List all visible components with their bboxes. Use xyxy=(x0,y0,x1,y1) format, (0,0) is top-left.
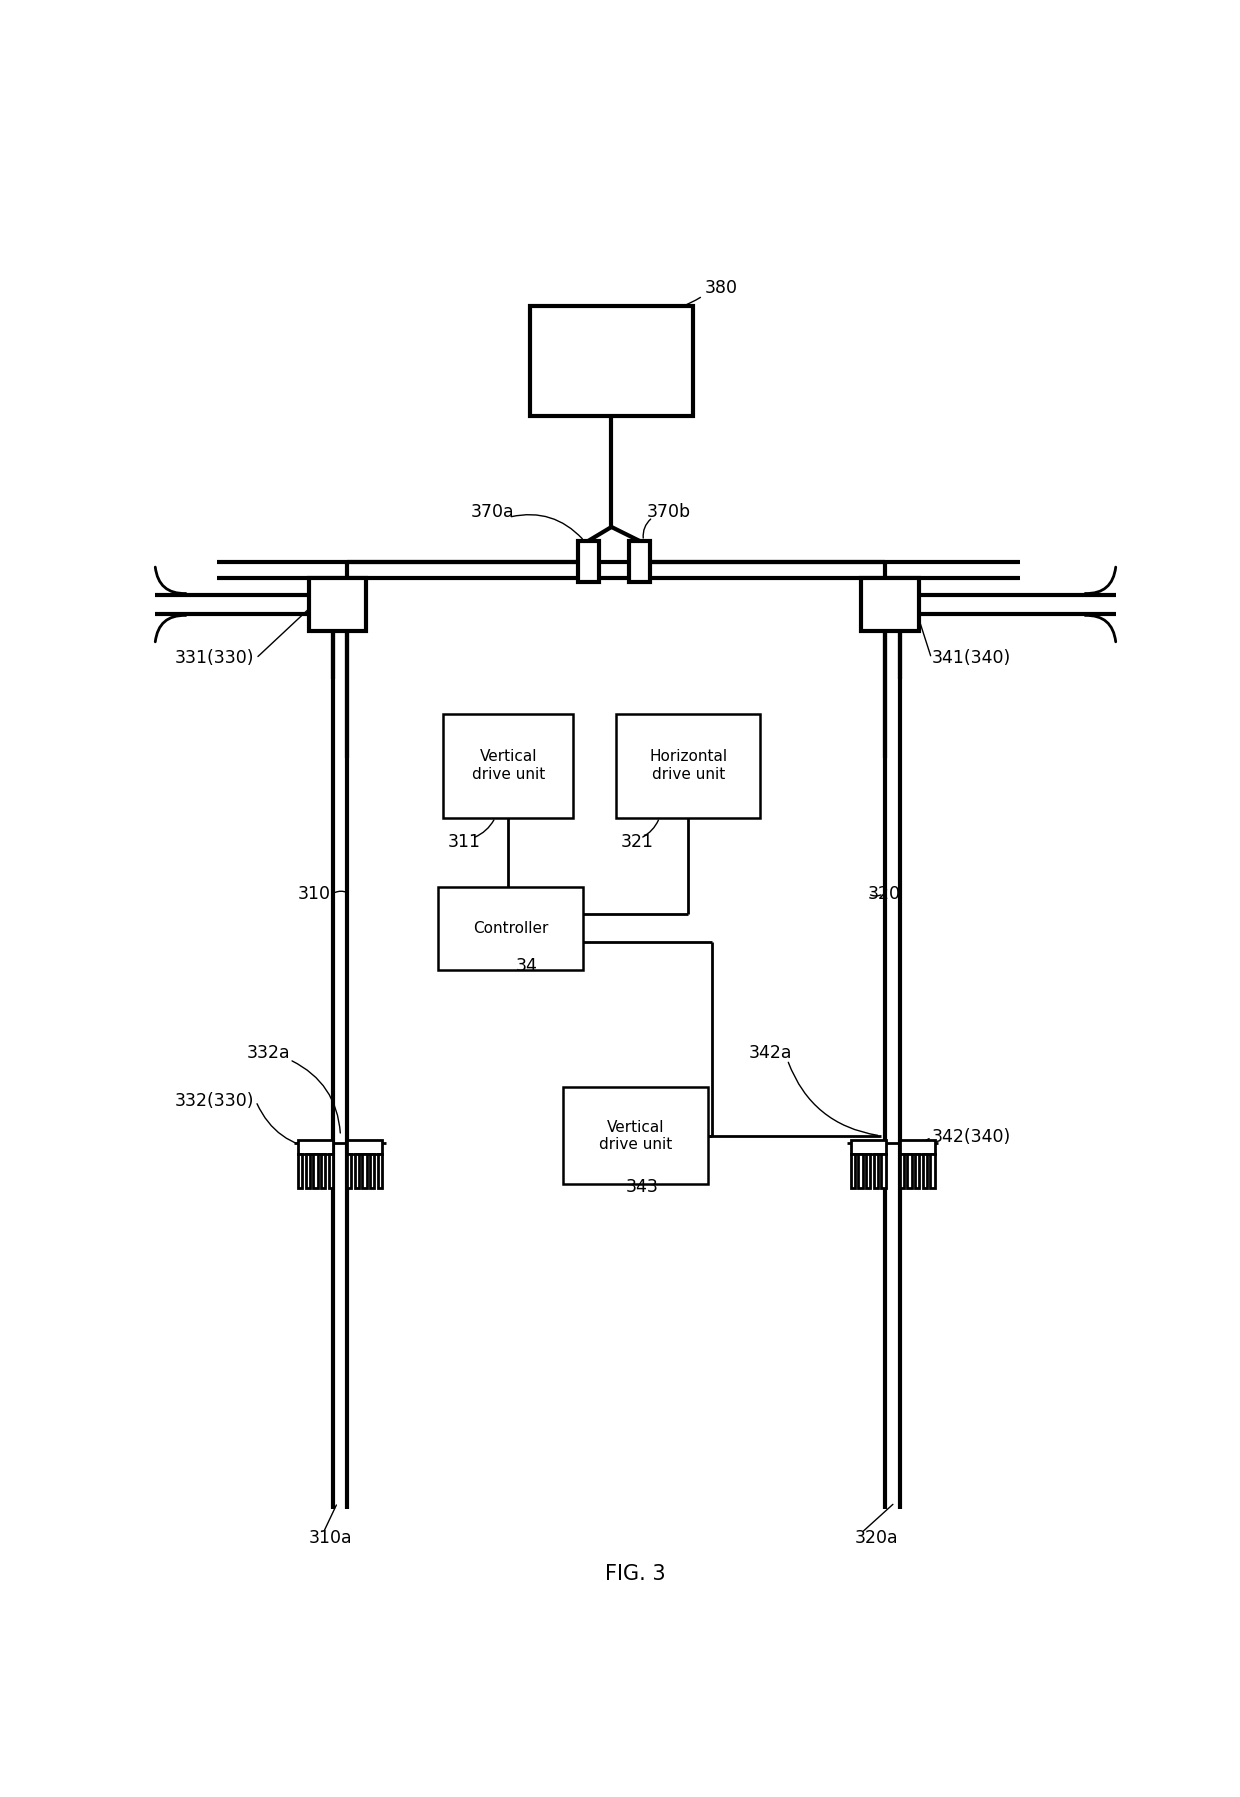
Bar xyxy=(362,1154,367,1188)
Text: 320: 320 xyxy=(868,884,901,902)
Bar xyxy=(908,1154,911,1188)
Text: 341(340): 341(340) xyxy=(931,649,1011,667)
Text: 320a: 320a xyxy=(854,1529,898,1547)
Text: 342a: 342a xyxy=(749,1044,792,1062)
Bar xyxy=(616,713,760,818)
Bar xyxy=(862,579,919,631)
Text: 342(340): 342(340) xyxy=(931,1129,1011,1146)
Bar xyxy=(858,1154,863,1188)
Bar xyxy=(329,1154,334,1188)
Bar xyxy=(309,579,367,631)
Bar xyxy=(355,1154,358,1188)
Bar xyxy=(314,1154,317,1188)
Text: Horizontal
drive unit: Horizontal drive unit xyxy=(650,749,728,782)
Bar xyxy=(347,1154,351,1188)
Text: Vertical
drive unit: Vertical drive unit xyxy=(471,749,544,782)
Bar xyxy=(298,1139,334,1154)
Bar xyxy=(899,1154,904,1188)
Bar xyxy=(370,1154,374,1188)
Bar xyxy=(529,305,693,417)
Text: Controller: Controller xyxy=(472,920,548,936)
Bar xyxy=(915,1154,919,1188)
Bar xyxy=(444,713,573,818)
Text: 343: 343 xyxy=(626,1179,658,1197)
Text: 331(330): 331(330) xyxy=(174,649,254,667)
Bar xyxy=(851,1154,854,1188)
Text: 380: 380 xyxy=(704,279,738,297)
Text: FIG. 3: FIG. 3 xyxy=(605,1565,666,1585)
Text: 332(330): 332(330) xyxy=(174,1093,254,1111)
Text: 310a: 310a xyxy=(309,1529,352,1547)
Bar xyxy=(882,1154,885,1188)
Text: 310: 310 xyxy=(298,884,330,902)
Text: 34: 34 xyxy=(516,956,537,974)
Bar xyxy=(930,1154,935,1188)
Text: 321: 321 xyxy=(621,834,653,852)
Bar xyxy=(563,1087,708,1184)
Bar xyxy=(923,1154,926,1188)
Bar xyxy=(874,1154,878,1188)
Bar xyxy=(629,541,650,582)
Bar xyxy=(851,1139,885,1154)
Text: 332a: 332a xyxy=(247,1044,290,1062)
Text: 370b: 370b xyxy=(647,503,691,521)
Text: 370a: 370a xyxy=(470,503,513,521)
Bar xyxy=(306,1154,310,1188)
Bar xyxy=(866,1154,870,1188)
Text: Vertical
drive unit: Vertical drive unit xyxy=(599,1120,672,1152)
Bar xyxy=(378,1154,382,1188)
Bar xyxy=(899,1139,935,1154)
Bar xyxy=(298,1154,303,1188)
Text: 311: 311 xyxy=(448,834,481,852)
Bar xyxy=(439,886,583,970)
Bar xyxy=(321,1154,325,1188)
Bar xyxy=(578,541,599,582)
Bar xyxy=(347,1139,382,1154)
